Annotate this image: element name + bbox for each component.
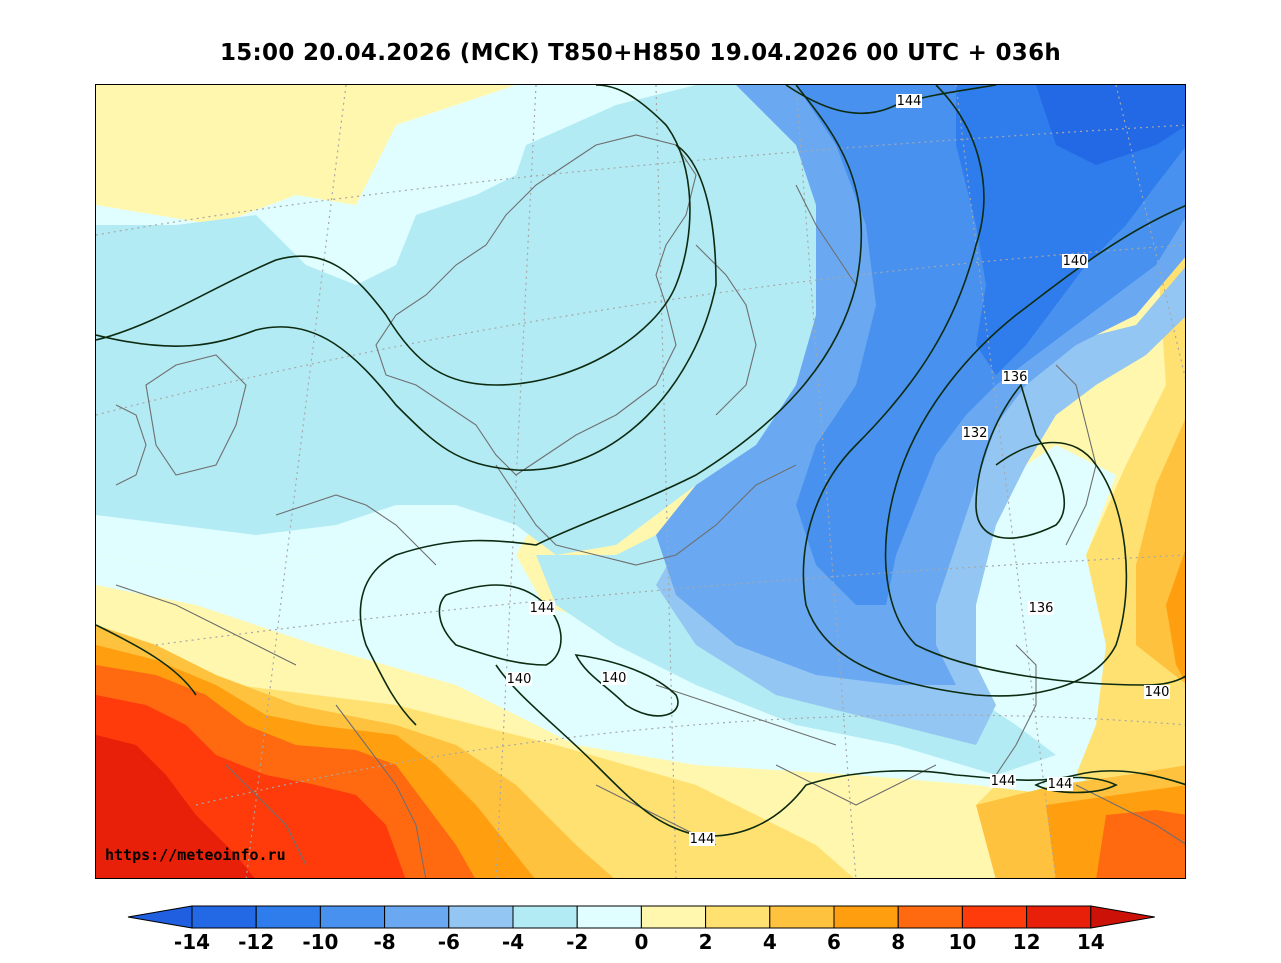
colorbar-swatch <box>833 905 899 929</box>
contour-label: 140 <box>1063 254 1088 269</box>
weather-map: 144 140 136 132 136 140 140 140 144 144 … <box>95 84 1186 879</box>
contour-label: 144 <box>1048 777 1073 792</box>
contour-label: 132 <box>963 426 988 441</box>
colorbar-tick-label: 8 <box>891 930 905 954</box>
colorbar-tick-label: 14 <box>1077 930 1105 954</box>
height-contours <box>96 85 1185 837</box>
colorbar-tick-label: -2 <box>566 930 588 954</box>
colorbar-swatch <box>705 905 771 929</box>
graticule <box>96 85 1185 878</box>
coastlines <box>115 134 1185 878</box>
contour-label: 144 <box>991 774 1016 789</box>
colorbar-swatch <box>640 905 707 929</box>
colorbar-swatch <box>448 905 514 929</box>
colorbar-swatch <box>512 905 578 929</box>
colorbar-over-arrow <box>1090 905 1155 929</box>
field-plus8-far-east <box>1166 550 1185 682</box>
colorbar: -14 -12 -10 -8 -6 -4 -2 0 2 4 6 8 10 12 14 <box>127 905 1155 954</box>
field-minus14 <box>1036 85 1185 165</box>
colorbar-tick-label: 2 <box>699 930 713 954</box>
colorbar-swatch <box>191 905 257 929</box>
colorbar-tick-label: 6 <box>827 930 841 954</box>
colorbar-tick-label: -14 <box>174 930 210 954</box>
colorbar-tick-label: -10 <box>302 930 338 954</box>
contour-label: 144 <box>690 832 715 847</box>
field-plus10-east <box>1096 810 1185 878</box>
field-zero-band <box>96 85 1116 785</box>
contour-label: 140 <box>1145 685 1170 700</box>
colorbar-ticks: -14 -12 -10 -8 -6 -4 -2 0 2 4 6 8 10 12 14 <box>174 930 1105 954</box>
contour-label: 140 <box>602 671 627 686</box>
colorbar-tick-label: 0 <box>634 930 648 954</box>
source-watermark: https://meteoinfo.ru <box>105 846 286 864</box>
contour-label: 136 <box>1003 370 1028 385</box>
colorbar-swatch <box>576 905 642 929</box>
colorbar-swatch <box>769 905 835 929</box>
contour-label: 136 <box>1029 601 1054 616</box>
colorbar-tick-label: -12 <box>238 930 274 954</box>
temperature-field: 144 140 136 132 136 140 140 140 144 144 … <box>96 85 1185 878</box>
colorbar-tick-label: 12 <box>1013 930 1041 954</box>
colorbar-tick-label: -4 <box>502 930 524 954</box>
contour-label: 140 <box>507 672 532 687</box>
contour-label: 144 <box>897 94 922 109</box>
colorbar-tick-label: 4 <box>763 930 777 954</box>
colorbar-swatch <box>961 905 1028 929</box>
colorbar-tick-label: 10 <box>948 930 976 954</box>
field-plus4-east <box>976 225 1185 878</box>
contour-labels: 144 140 136 132 136 140 140 140 144 144 … <box>506 94 1170 847</box>
field-minus12 <box>956 85 1185 375</box>
colorbar-under-arrow <box>127 905 193 929</box>
contour-label: 144 <box>530 601 555 616</box>
colorbar-swatches <box>127 905 1155 929</box>
colorbar-swatch <box>255 905 321 929</box>
colorbar-tick-label: -6 <box>438 930 460 954</box>
field-minus2-north <box>96 85 876 555</box>
map-title: 15:00 20.04.2026 (MCK) T850+H850 19.04.2… <box>219 40 1062 66</box>
colorbar-swatch <box>319 905 386 929</box>
colorbar-swatch <box>384 905 450 929</box>
colorbar-tick-label: -8 <box>373 930 395 954</box>
colorbar-swatch <box>1026 905 1092 929</box>
colorbar-swatch <box>897 905 963 929</box>
field-plus14 <box>96 735 255 878</box>
